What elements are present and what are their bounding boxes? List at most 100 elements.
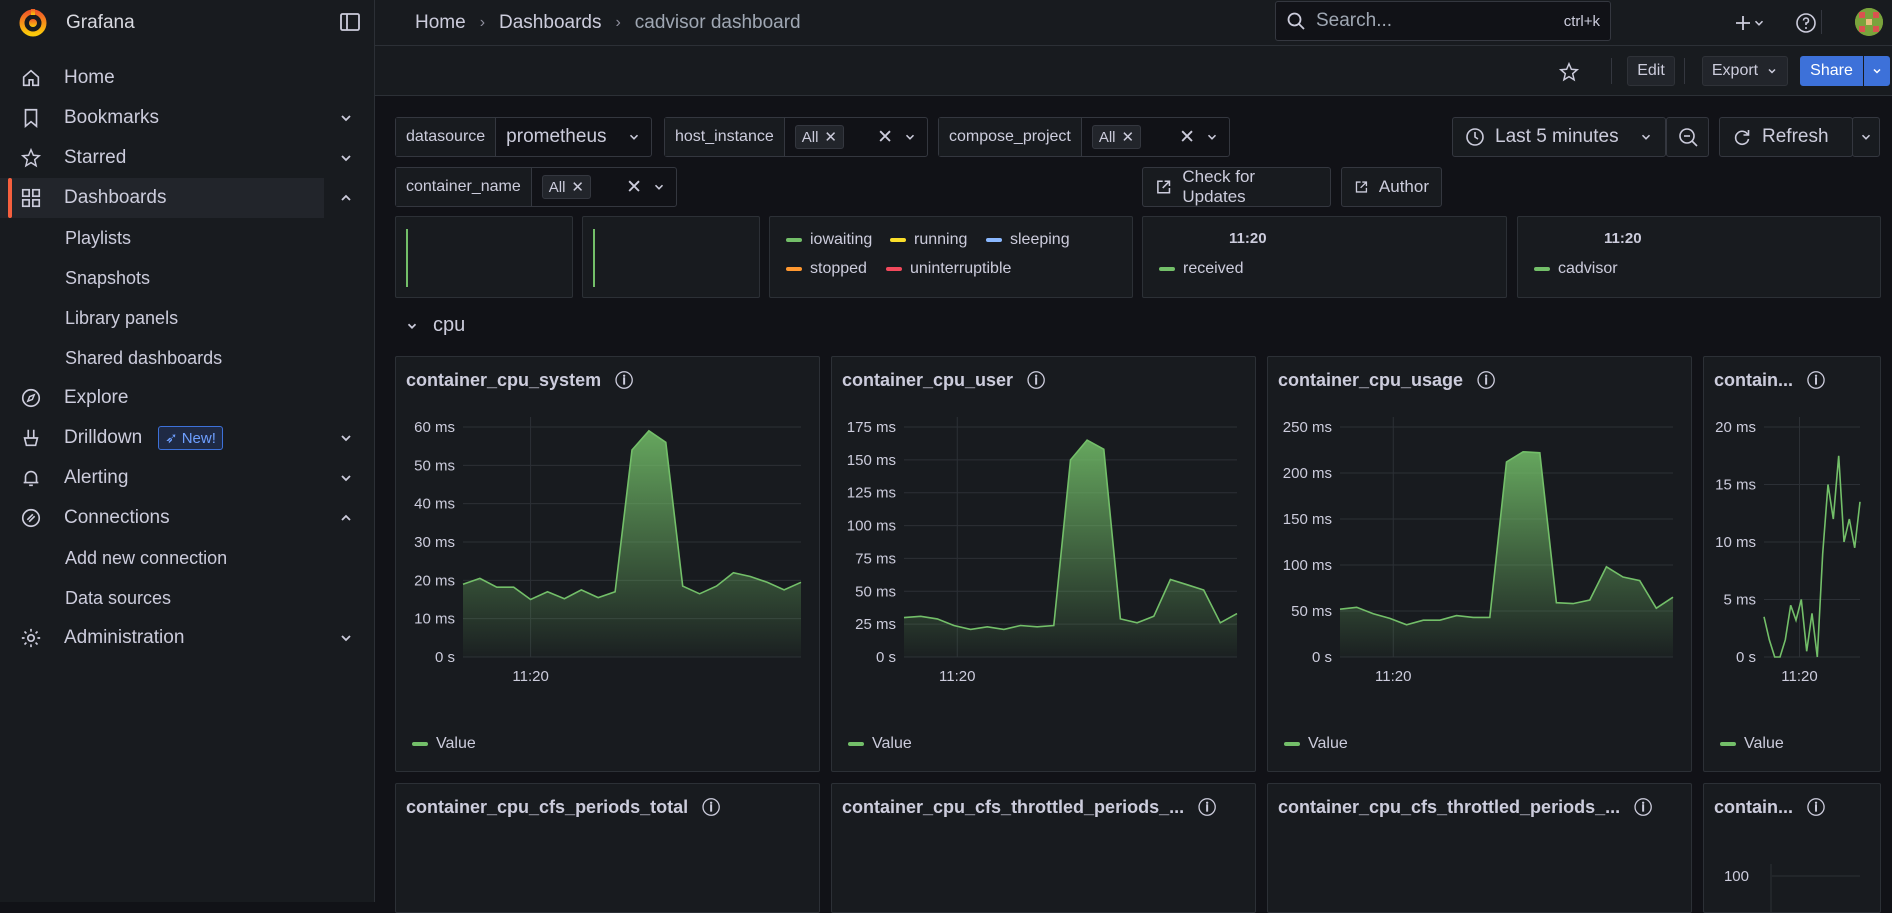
nav-item-administration[interactable]: Administration [0,618,374,658]
nav-item-starred[interactable]: Starred [0,138,374,178]
nav-item-snapshots[interactable]: Snapshots [65,267,151,288]
panel-cpu-system[interactable]: container_cpu_system ⓘ 0 s 10 ms 20 ms 30 ms… [395,356,820,772]
clear-icon[interactable]: ✕ [626,176,642,198]
share-button[interactable]: Share [1800,56,1863,86]
series-line[interactable] [1763,455,1861,658]
panel-cpu-user[interactable]: container_cpu_user ⓘ 0 s 25 ms 50 ms 75 ms 10… [831,356,1256,772]
nav-item-alerting[interactable]: Alerting [0,458,374,498]
time-range-picker[interactable]: Last 5 minutes [1452,117,1666,157]
legend-label: iowaiting [810,231,873,248]
legend-label: cadvisor [1558,260,1618,277]
share-options-button[interactable] [1864,56,1890,86]
legend-item-running[interactable]: running [890,231,967,249]
nav-item-home[interactable]: Home [0,58,374,98]
panel-cpu-usage[interactable]: container_cpu_usage ⓘ 0 s 50 ms 100 ms 150 m… [1267,356,1692,772]
chevron-up-icon[interactable] [338,190,354,206]
legend-item-received[interactable]: received [1159,260,1243,278]
nav-item-dashboards[interactable]: Dashboards [0,178,351,218]
container-name-select[interactable]: All ✕ ✕ [532,168,676,206]
zoom-out-button[interactable] [1666,117,1709,157]
clear-icon[interactable]: ✕ [1179,126,1195,148]
star-icon[interactable] [1558,61,1580,83]
series-line[interactable] [903,439,1238,631]
info-icon[interactable]: ⓘ [1807,798,1826,818]
breadcrumb-home[interactable]: Home [415,11,466,33]
info-icon[interactable]: ⓘ [1477,371,1496,391]
row-cpu[interactable]: cpu [405,314,465,337]
edit-button[interactable]: Edit [1627,56,1675,86]
legend-item-sleeping[interactable]: sleeping [986,231,1070,249]
help-button[interactable] [1793,10,1819,36]
chevron-down-icon[interactable] [338,630,354,646]
chip-label: All [801,128,819,146]
nav-item-bookmarks[interactable]: Bookmarks [0,98,374,138]
panel-cfs-throttled-2[interactable]: container_cpu_cfs_throttled_periods_... ⓘ [1267,783,1692,913]
info-icon[interactable]: ⓘ [1027,371,1046,391]
y-tick-label: 30 ms [414,534,455,551]
dock-menu-icon[interactable] [338,10,362,34]
time-range-label: Last 5 minutes [1495,126,1619,147]
variable-host-instance: host_instance All ✕ ✕ [664,117,928,157]
datasource-select[interactable]: prometheus [496,118,651,156]
info-icon[interactable]: ⓘ [615,371,634,391]
legend-item-value[interactable]: Value [848,735,912,753]
series-line[interactable] [462,429,802,601]
avatar[interactable] [1855,8,1883,36]
info-icon[interactable]: ⓘ [1807,371,1826,391]
divider [1684,58,1685,84]
panel-cfs-periods[interactable]: container_cpu_cfs_periods_total ⓘ [395,783,820,913]
legend-item-value[interactable]: Value [1720,735,1784,753]
legend-item-value[interactable]: Value [412,735,476,753]
legend-item-cadvisor[interactable]: cadvisor [1534,260,1618,278]
chevron-up-icon[interactable] [338,510,354,526]
host-instance-select[interactable]: All ✕ ✕ [785,118,927,156]
add-new-button[interactable] [1730,10,1770,36]
legend-item-uninterruptible[interactable]: uninterruptible [886,260,1011,278]
nav-item-library-panels[interactable]: Library panels [65,307,179,328]
series-line[interactable] [1339,450,1674,626]
refresh-button[interactable]: Refresh [1719,117,1853,157]
legend-item-value[interactable]: Value [1284,735,1348,753]
grafana-logo-icon[interactable] [18,8,48,38]
sidebar: Grafana Home Bookmarks Starred Dashboard… [0,0,375,902]
chevron-down-icon[interactable] [338,150,354,166]
clear-icon[interactable]: ✕ [877,126,893,148]
nav-item-shared-dashboards[interactable]: Shared dashboards [65,347,223,368]
chevron-down-icon[interactable] [338,430,354,446]
panel-title: container_cpu_system ⓘ [406,367,633,393]
check-for-updates-link[interactable]: Check for Updates [1142,167,1331,207]
author-label: Author [1378,177,1429,196]
export-button[interactable]: Export [1702,56,1788,86]
legend-label: running [914,231,968,248]
refresh-interval-button[interactable] [1852,117,1880,157]
close-icon[interactable]: ✕ [1121,129,1135,146]
close-icon[interactable]: ✕ [824,129,837,146]
info-icon[interactable]: ⓘ [1634,798,1653,818]
panel-cfs-throttled-1[interactable]: container_cpu_cfs_throttled_periods_... ⓘ [831,783,1256,913]
chevron-down-icon[interactable] [338,110,354,126]
nav-item-drilldown[interactable]: Drilldown ➶ New! [0,418,374,458]
nav-item-data-sources[interactable]: Data sources [65,587,172,608]
nav-item-explore[interactable]: Explore [0,378,374,418]
x-tick-label: 11:20 [1604,230,1642,247]
gear-icon [18,625,44,651]
nav-item-playlists[interactable]: Playlists [65,227,132,248]
author-link[interactable]: Author [1341,167,1442,207]
variable-label: container_name [396,168,532,206]
panel-cfs-4[interactable]: contain... ⓘ 10080 [1703,783,1881,913]
legend-item-iowaiting[interactable]: iowaiting [786,231,872,249]
compose-project-select[interactable]: All ✕ ✕ [1082,118,1229,156]
nav-item-add-new-connection[interactable]: Add new connection [65,547,228,568]
legend-label: received [1183,260,1244,277]
nav-item-connections[interactable]: Connections [0,498,374,538]
legend-label: uninterruptible [910,260,1012,277]
breadcrumb-dashboards[interactable]: Dashboards [499,11,602,33]
nav-item-label: Home [64,67,115,88]
legend-item-stopped[interactable]: stopped [786,260,867,278]
search-input[interactable]: Search... ctrl+k [1275,1,1611,41]
info-icon[interactable]: ⓘ [702,798,721,818]
close-icon[interactable]: ✕ [571,179,584,196]
info-icon[interactable]: ⓘ [1198,798,1217,818]
chevron-down-icon[interactable] [338,470,354,486]
